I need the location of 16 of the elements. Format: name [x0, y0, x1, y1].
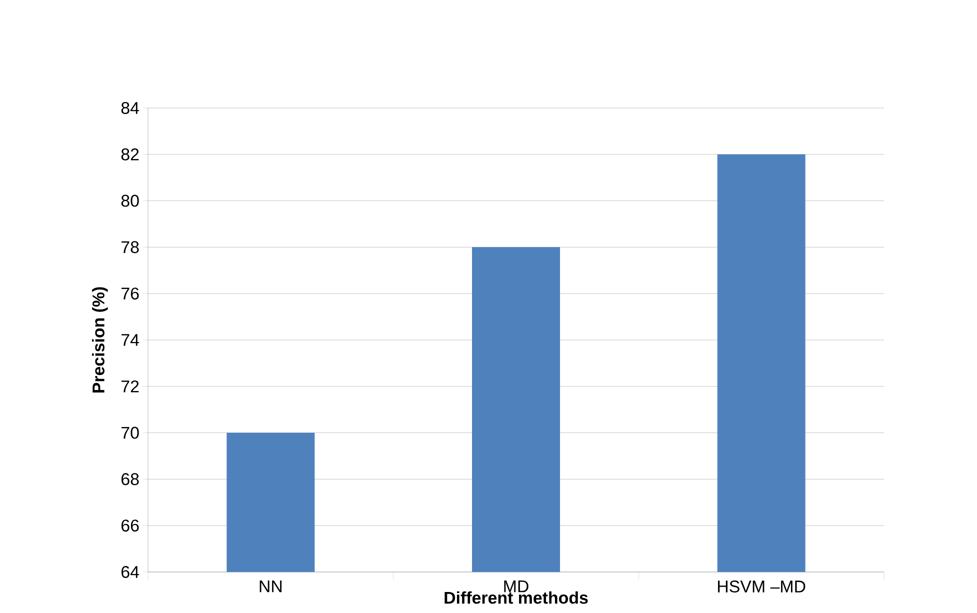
y-tick-label: 82	[121, 148, 139, 160]
y-tick-label: 74	[122, 334, 139, 346]
y-tick-label: 64	[122, 566, 139, 578]
x-tick-label: NN	[260, 580, 282, 592]
y-tick-label: 68	[122, 473, 139, 486]
y-tick-label: 78	[122, 241, 139, 254]
y-tick-label: 80	[121, 194, 139, 207]
x-tick-label: HSVM –MD	[718, 580, 806, 592]
x-tick-label: MD	[504, 580, 528, 592]
y-tick-label: 66	[122, 520, 139, 532]
y-tick-label: 72	[122, 380, 139, 392]
y-axis-title: Precision (%)	[92, 287, 108, 392]
y-tick-label: 84	[121, 102, 139, 114]
y-tick-label: 70	[122, 426, 139, 439]
y-tick-label: 76	[122, 288, 139, 300]
x-axis-title: Different methods	[444, 591, 588, 604]
